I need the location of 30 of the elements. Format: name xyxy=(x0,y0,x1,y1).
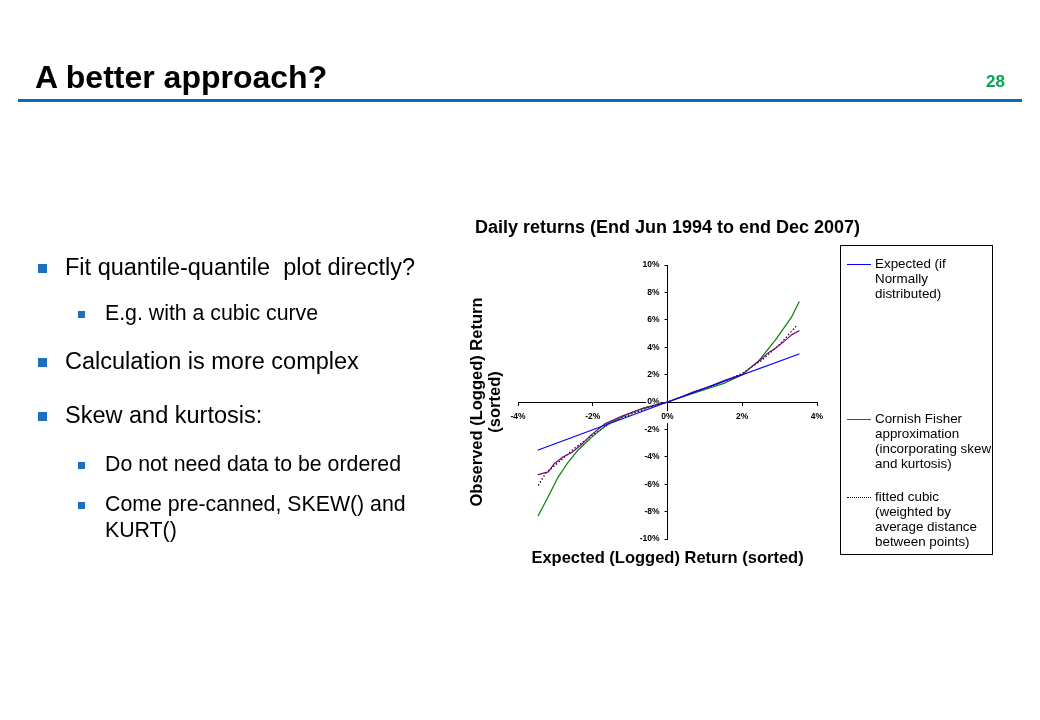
y-tick-label: 0% xyxy=(647,396,660,407)
x-tick-label: -2% xyxy=(585,411,601,422)
y-tick-label: -6% xyxy=(644,478,660,489)
text: Skew and kurtosis: xyxy=(65,401,264,431)
text: Come pre-canned, SKEW() and KURT() xyxy=(105,491,407,544)
y-tick-label: 2% xyxy=(647,368,660,379)
y-axis-title: Observed (Logged) Return (sorted) xyxy=(466,297,503,507)
y-tick-label: -4% xyxy=(644,451,660,462)
y-tick-label: -10% xyxy=(639,533,660,544)
chart-title: Daily returns (End Jun 1994 to end Dec 2007) xyxy=(474,216,861,237)
text: 28 xyxy=(986,72,1005,92)
legend-label: Cornish Fisher approximation (incorporating skew and kurtosis) xyxy=(875,411,993,471)
legend-label: fitted cubic (weighted by average distance between points) xyxy=(875,488,978,549)
text: E.g. with a cubic curve xyxy=(105,300,320,327)
text: Calculation is more complex xyxy=(65,347,360,377)
x-axis-title: Expected (Logged) Return (sorted) xyxy=(531,547,804,566)
x-tick-label: -4% xyxy=(510,411,526,422)
y-tick-label: 10% xyxy=(642,259,660,270)
text: Fit quantile-quantile plot directly? xyxy=(65,253,417,283)
x-tick-label: 4% xyxy=(810,411,824,422)
y-tick-label: -8% xyxy=(644,505,660,516)
x-tick-label: 0% xyxy=(661,411,675,422)
y-tick-label: 6% xyxy=(647,314,660,325)
y-tick-label: 4% xyxy=(647,341,660,352)
text: A better approach? xyxy=(35,58,328,96)
legend-label: Expected (if Normally distributed) xyxy=(875,256,947,301)
y-tick-label: 8% xyxy=(647,286,660,297)
x-tick-label: 2% xyxy=(736,411,749,422)
text: Do not need data to be ordered xyxy=(105,451,402,478)
y-tick-label: -2% xyxy=(644,423,660,434)
